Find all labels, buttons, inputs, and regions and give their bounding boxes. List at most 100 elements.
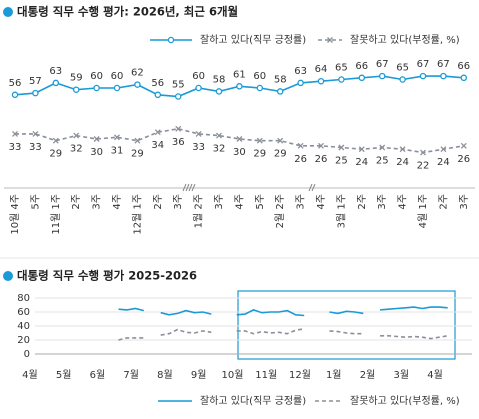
point-marker bbox=[378, 72, 386, 80]
x-tick-label: 1월 bbox=[326, 369, 342, 381]
data-label: 33 bbox=[29, 142, 42, 153]
legend-label: 잘못하고 있다(부정률, %) bbox=[350, 33, 460, 46]
point-marker bbox=[297, 79, 304, 87]
point-marker bbox=[399, 146, 406, 153]
point-marker bbox=[440, 72, 447, 80]
point-marker bbox=[52, 137, 59, 144]
y-tick-label: 60 bbox=[17, 307, 30, 318]
x-tick-label: 3월 bbox=[393, 369, 409, 381]
y-tick-label: 0 bbox=[24, 349, 30, 360]
x-tick-label: 4주 bbox=[112, 194, 123, 210]
point-marker bbox=[114, 134, 120, 141]
highlight-box bbox=[237, 290, 456, 360]
data-label: 67 bbox=[437, 59, 450, 70]
point-marker bbox=[195, 84, 202, 92]
point-marker bbox=[216, 132, 222, 139]
series-line bbox=[118, 306, 448, 317]
point-marker bbox=[215, 88, 223, 95]
data-label: 30 bbox=[233, 147, 246, 158]
x-tick-label: 2월 bbox=[360, 369, 376, 381]
data-label: 26 bbox=[294, 154, 307, 165]
data-label: 64 bbox=[315, 64, 328, 75]
point-marker bbox=[379, 144, 386, 151]
data-label: 31 bbox=[111, 145, 124, 156]
data-label: 56 bbox=[151, 78, 164, 89]
legend-marker bbox=[327, 37, 333, 43]
data-label: 36 bbox=[172, 137, 185, 148]
point-marker bbox=[93, 84, 100, 92]
x-tick-label: 11월 bbox=[255, 369, 277, 381]
point-marker bbox=[256, 84, 264, 92]
legend-label: 잘하고 있다(직무 긍정률) bbox=[200, 33, 306, 46]
data-label: 63 bbox=[49, 66, 62, 77]
axis-break bbox=[182, 183, 196, 192]
data-label: 29 bbox=[274, 149, 287, 160]
point-marker bbox=[399, 76, 406, 83]
data-label: 32 bbox=[70, 144, 83, 155]
x-tick-label: 4주 bbox=[316, 194, 327, 210]
point-marker bbox=[154, 91, 162, 99]
point-marker bbox=[134, 81, 141, 88]
data-label: 24 bbox=[396, 157, 409, 168]
point-marker bbox=[93, 136, 100, 142]
point-marker bbox=[174, 93, 182, 100]
title-bullet bbox=[3, 7, 13, 17]
y-tick-label: 20 bbox=[17, 335, 30, 346]
point-marker bbox=[72, 86, 80, 93]
x-tick-label: 10월 bbox=[221, 369, 243, 381]
point-marker bbox=[338, 76, 345, 83]
x-tick-label: 5월 bbox=[56, 369, 72, 381]
data-label: 24 bbox=[437, 157, 450, 168]
x-tick-label: 3월 1주 bbox=[335, 194, 347, 228]
data-label: 67 bbox=[417, 59, 430, 70]
data-label: 60 bbox=[90, 71, 103, 82]
x-tick-label: 12월 1주 bbox=[131, 194, 143, 235]
point-marker bbox=[52, 79, 60, 87]
data-label: 30 bbox=[90, 147, 103, 158]
point-marker bbox=[236, 83, 243, 90]
point-marker bbox=[277, 137, 284, 144]
data-label: 25 bbox=[376, 156, 389, 167]
chart-title: 대통령 직무 수행 평가 2025-2026 bbox=[17, 269, 197, 283]
chart-title: 대통령 직무 수행 평가: 2026년, 최근 6개월 bbox=[17, 5, 238, 19]
series-line bbox=[118, 328, 448, 341]
point-marker bbox=[256, 137, 263, 144]
data-label: 67 bbox=[376, 59, 389, 70]
point-marker bbox=[32, 130, 39, 137]
x-tick-label: 3주 bbox=[459, 194, 470, 210]
x-tick-label: 5주 bbox=[255, 194, 266, 210]
data-label: 57 bbox=[29, 76, 42, 87]
point-marker bbox=[358, 74, 366, 82]
x-tick-label: 3주 bbox=[92, 194, 103, 210]
point-marker bbox=[419, 72, 427, 80]
data-label: 34 bbox=[151, 140, 164, 151]
x-tick-label: 11월 1주 bbox=[50, 194, 62, 235]
data-label: 65 bbox=[335, 63, 348, 74]
point-marker bbox=[338, 144, 345, 151]
data-label: 29 bbox=[49, 149, 62, 160]
data-label: 60 bbox=[253, 71, 266, 82]
data-label: 26 bbox=[315, 154, 328, 165]
data-label: 26 bbox=[457, 154, 470, 165]
x-tick-label: 1월 2주 bbox=[193, 194, 205, 228]
data-label: 65 bbox=[396, 63, 409, 74]
data-label: 22 bbox=[417, 161, 430, 172]
x-tick-label: 4주 bbox=[234, 194, 245, 210]
point-marker bbox=[440, 146, 447, 153]
x-tick-label: 5주 bbox=[30, 194, 41, 210]
x-tick-label: 2주 bbox=[438, 194, 449, 210]
legend-label: 잘못하고 있다(부정률, %) bbox=[350, 394, 460, 407]
data-label: 33 bbox=[192, 142, 205, 153]
x-tick-label: 3주 bbox=[173, 194, 184, 210]
legend-label: 잘하고 있다(직무 긍정률) bbox=[200, 394, 306, 407]
point-marker bbox=[460, 142, 467, 149]
data-label: 55 bbox=[172, 80, 185, 91]
x-tick-label: 3주 bbox=[377, 194, 388, 210]
point-marker bbox=[276, 88, 284, 95]
data-label: 60 bbox=[111, 71, 124, 82]
data-label: 58 bbox=[274, 74, 287, 85]
point-marker bbox=[32, 89, 39, 97]
x-tick-label: 12월 bbox=[289, 369, 311, 381]
x-tick-label: 9월 bbox=[191, 369, 207, 381]
